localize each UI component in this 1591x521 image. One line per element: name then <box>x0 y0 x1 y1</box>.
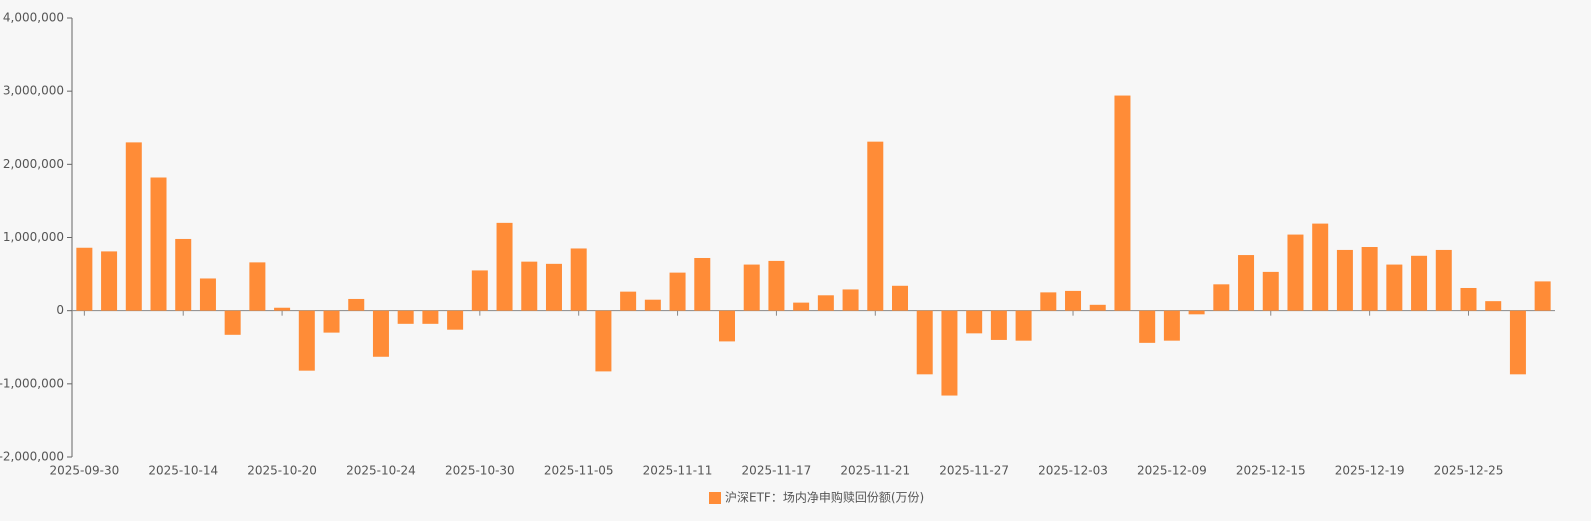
x-tick-label: 2025-11-05 <box>544 464 614 478</box>
x-tick-label: 2025-12-03 <box>1038 464 1108 478</box>
x-tick-label: 2025-11-21 <box>840 464 910 478</box>
y-tick-label: 0 <box>56 303 64 317</box>
bar <box>298 310 315 371</box>
x-tick-label: 2025-12-15 <box>1236 464 1306 478</box>
bar <box>793 302 810 311</box>
bar <box>1015 310 1032 341</box>
legend-label: 沪深ETF：场内净申购赎回份额(万份) <box>725 490 924 505</box>
bar <box>1336 249 1353 311</box>
bar <box>892 285 909 311</box>
x-tick-label: 2025-12-19 <box>1335 464 1405 478</box>
bar <box>1460 287 1477 311</box>
bar <box>1238 255 1255 311</box>
bar <box>743 264 760 311</box>
bar <box>867 141 884 311</box>
bar <box>348 298 365 311</box>
bar <box>694 257 711 311</box>
y-tick-label: 4,000,000 <box>3 11 64 25</box>
bar <box>1411 255 1428 311</box>
x-tick-label: 2025-11-17 <box>742 464 812 478</box>
bar <box>1509 310 1526 375</box>
bar <box>990 310 1007 340</box>
y-tick-label: 3,000,000 <box>3 84 64 98</box>
x-tick-label: 2025-10-30 <box>445 464 515 478</box>
bar <box>1262 271 1279 311</box>
bar <box>1386 264 1403 311</box>
y-tick-label: 2,000,000 <box>3 157 64 171</box>
x-tick-label: 2025-11-11 <box>643 464 713 478</box>
bar <box>817 295 834 311</box>
bar <box>595 310 612 372</box>
bar <box>1312 223 1329 311</box>
bar <box>669 272 686 311</box>
bar <box>644 299 661 311</box>
bar <box>101 251 118 311</box>
bar <box>521 261 538 311</box>
bar <box>620 291 637 311</box>
bar <box>1089 304 1106 311</box>
bar <box>545 263 562 311</box>
bar <box>1435 249 1452 311</box>
x-tick-label: 2025-10-14 <box>148 464 218 478</box>
bar <box>447 310 464 330</box>
x-tick-label: 2025-11-27 <box>939 464 1009 478</box>
bar <box>422 310 439 324</box>
bar <box>496 222 513 311</box>
x-tick-label: 2025-09-30 <box>49 464 119 478</box>
x-tick-label: 2025-10-24 <box>346 464 416 478</box>
bar <box>570 248 587 311</box>
bar <box>1040 292 1057 311</box>
bar <box>249 262 266 311</box>
bar <box>842 289 859 311</box>
bar <box>274 307 291 311</box>
bar <box>397 310 414 324</box>
bar <box>718 310 735 342</box>
bar <box>1361 247 1378 311</box>
bar <box>1534 281 1551 311</box>
bar <box>768 260 785 311</box>
bar <box>1485 301 1502 311</box>
bar <box>1188 310 1205 315</box>
bar <box>125 142 142 311</box>
bar <box>199 278 216 311</box>
legend-swatch <box>709 492 721 504</box>
bar <box>941 310 958 396</box>
bar <box>1139 310 1156 343</box>
y-tick-label: 1,000,000 <box>3 230 64 244</box>
bar <box>1163 310 1180 341</box>
bar <box>1287 234 1304 311</box>
x-tick-label: 2025-10-20 <box>247 464 317 478</box>
x-tick-label: 2025-12-09 <box>1137 464 1207 478</box>
bar <box>76 247 93 311</box>
bar <box>1213 284 1230 311</box>
bar <box>966 310 983 334</box>
bar <box>1114 95 1131 311</box>
y-tick-label: -1,000,000 <box>0 376 64 390</box>
bar <box>471 270 488 311</box>
bar <box>323 310 340 333</box>
bar <box>372 310 389 357</box>
bar <box>150 177 167 311</box>
bar <box>175 238 192 311</box>
bar <box>224 310 241 335</box>
bar <box>1065 290 1082 311</box>
y-tick-label: -2,000,000 <box>0 450 64 464</box>
bar <box>916 310 933 375</box>
x-tick-label: 2025-12-25 <box>1434 464 1504 478</box>
